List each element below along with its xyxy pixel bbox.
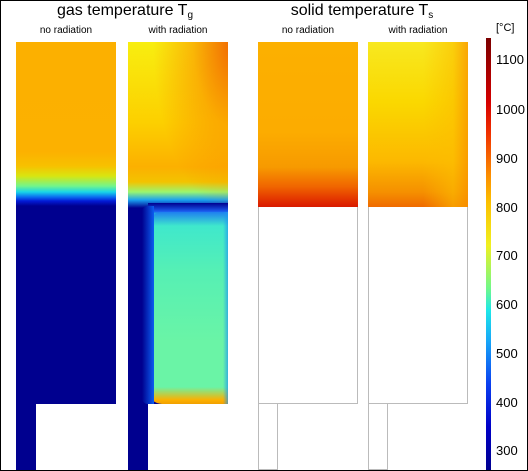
gas-no-radiation-outlet — [16, 404, 36, 470]
colorbar-tick: 900 — [496, 151, 518, 166]
colorbar-unit: [°C] — [496, 22, 515, 34]
solid-no-radiation-empty-region — [258, 207, 358, 404]
solid-temperature-title: solid temperature Ts — [290, 2, 434, 21]
colorbar-tick: 300 — [496, 443, 518, 458]
solid-with-radiation-empty-region — [368, 207, 468, 404]
solid-temperature-with-radiation-field — [368, 42, 468, 207]
colorbar-tick: 400 — [496, 395, 518, 410]
colorbar-tick: 600 — [496, 297, 518, 312]
label-gas-no-radiation: no radiation — [39, 25, 93, 36]
colorbar-tick: 1000 — [496, 102, 525, 117]
solid-with-radiation-outlet — [368, 404, 388, 470]
colorbar-tick: 700 — [496, 248, 518, 263]
gas-with-radiation-outlet — [128, 404, 148, 470]
solid-temperature-no-radiation-field — [258, 42, 358, 207]
colorbar-tick: 500 — [496, 346, 518, 361]
gas-temperature-no-radiation-field — [16, 42, 116, 404]
label-solid-with-radiation: with radiation — [388, 25, 448, 36]
solid-no-radiation-outlet — [258, 404, 278, 470]
gas-with-radiation-wall-edge — [142, 206, 154, 404]
colorbar-tick: 800 — [496, 200, 518, 215]
temperature-colorbar — [486, 38, 491, 470]
colorbar-tick: 1100 — [496, 52, 524, 67]
gas-temperature-title: gas temperature Tg — [57, 2, 193, 21]
label-solid-no-radiation: no radiation — [281, 25, 335, 36]
label-gas-with-radiation: with radiation — [148, 25, 208, 36]
gas-with-radiation-inner-region — [148, 212, 228, 404]
